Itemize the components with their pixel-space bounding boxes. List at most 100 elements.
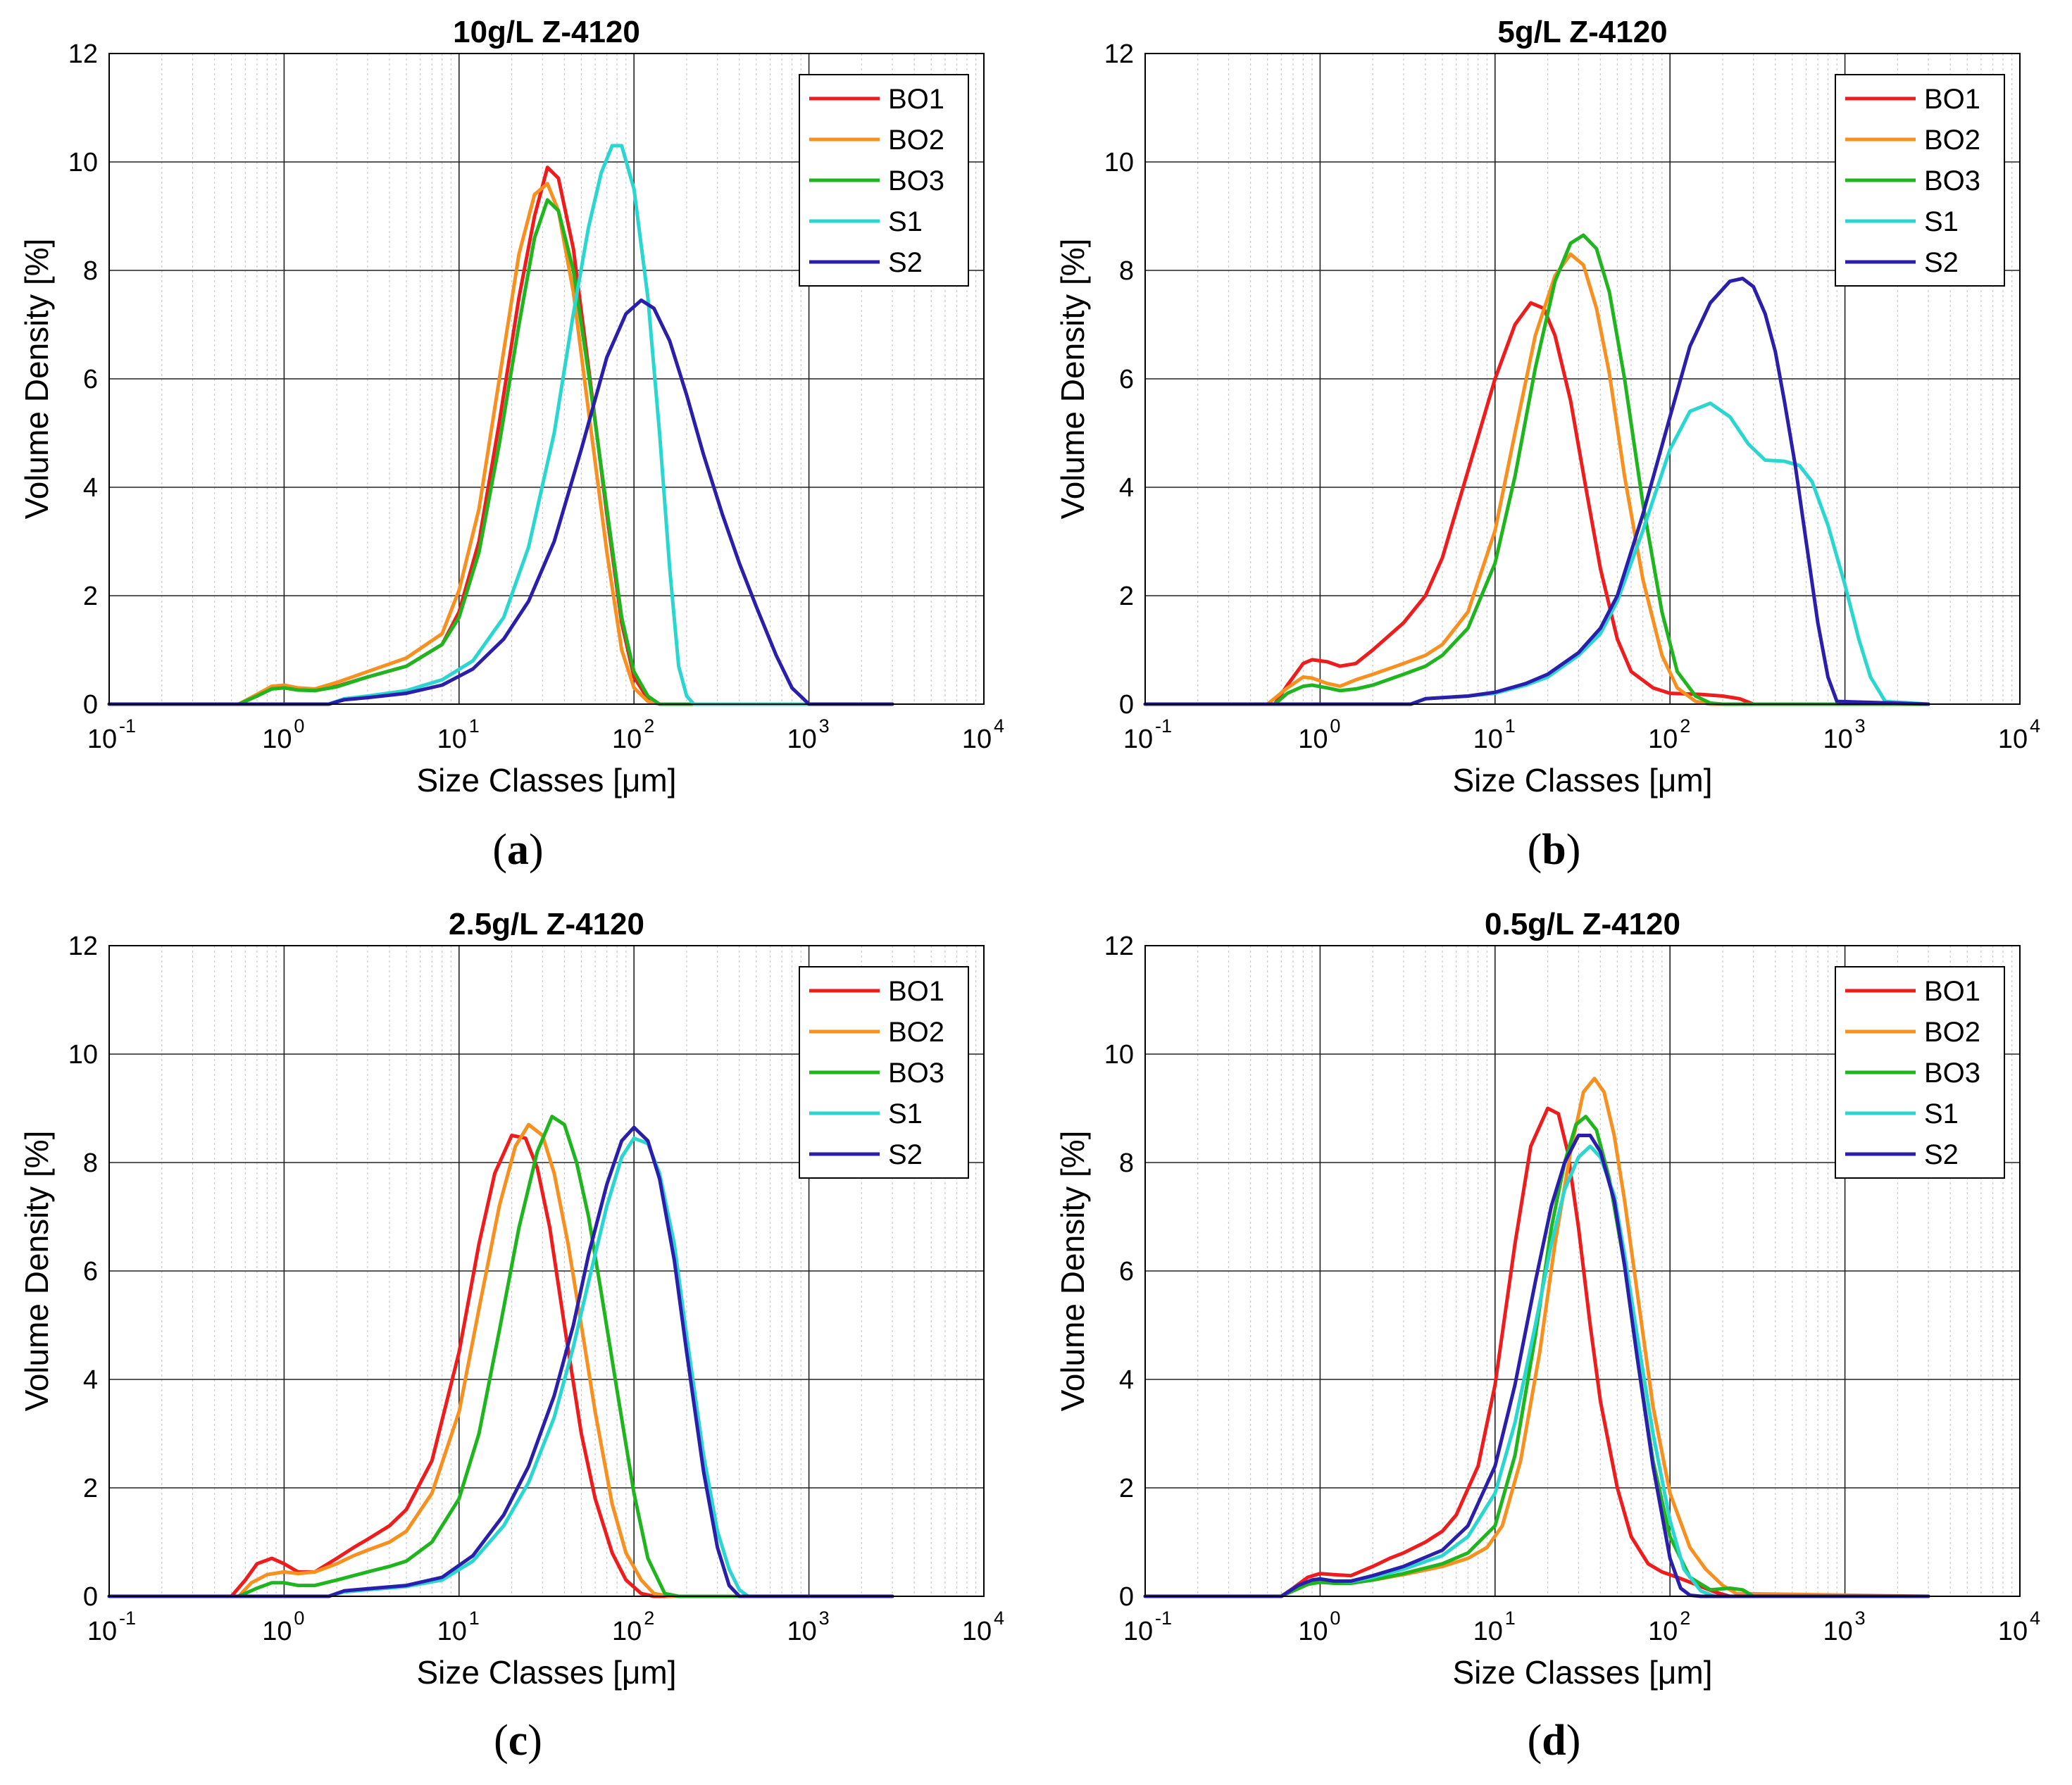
x-axis-label: Size Classes [μm] [416, 762, 676, 798]
chart-title: 2.5g/L Z-4120 [449, 907, 644, 941]
series-line-s2 [1143, 277, 1930, 706]
x-tick-label: 10 [1998, 725, 2028, 754]
legend-label-bo2: BO2 [888, 1017, 944, 1048]
x-tick-label: 10 [1298, 1617, 1328, 1646]
x-tick-exponent: -1 [1155, 1608, 1172, 1629]
y-tick-label: 12 [1104, 39, 1134, 69]
x-tick-exponent: 1 [469, 1608, 480, 1629]
x-axis-label: Size Classes [μm] [416, 1654, 676, 1691]
legend-label-bo3: BO3 [1924, 1058, 1980, 1089]
y-tick-label: 4 [1119, 1365, 1134, 1395]
panel-letter: d [1542, 1717, 1566, 1765]
x-tick-label: 10 [1473, 1617, 1503, 1646]
x-axis-label: Size Classes [μm] [1452, 762, 1712, 798]
y-tick-label: 2 [1119, 1474, 1134, 1503]
x-tick-label: 10 [262, 1617, 292, 1646]
y-tick-label: 8 [1119, 1148, 1134, 1178]
x-tick-exponent: 2 [644, 715, 654, 737]
series-line-bo2 [107, 182, 894, 706]
legend-label-bo3: BO3 [888, 165, 944, 196]
panel-b: 0 2 4 6 8 10 12 10 -1 10 0 10 1 10 2 10 3 10 4 5g/L Z-4120 S… [1036, 0, 2072, 892]
x-tick-label: 10 [437, 1617, 467, 1646]
x-tick-exponent: 1 [1505, 1608, 1516, 1629]
x-tick-exponent: 4 [2030, 715, 2040, 737]
x-tick-label: 10 [87, 725, 117, 754]
legend-label-bo2: BO2 [888, 125, 944, 156]
legend-label-bo1: BO1 [1924, 976, 1980, 1007]
legend-label-s1: S1 [888, 1098, 923, 1129]
series-line-bo1 [1143, 1106, 1930, 1598]
x-tick-exponent: 2 [1680, 1608, 1690, 1629]
x-tick-label: 10 [1473, 725, 1503, 754]
y-tick-label: 4 [83, 1365, 98, 1395]
x-tick-exponent: 3 [819, 1608, 830, 1629]
y-tick-label: 2 [83, 1474, 98, 1503]
panel-caption: (d) [1527, 1717, 1581, 1765]
panel-c: 0 2 4 6 8 10 12 10 -1 10 0 10 1 10 2 10 3 10 4 2.5g/L Z-412… [0, 892, 1036, 1784]
x-tick-label: 10 [87, 1617, 117, 1646]
x-tick-label: 10 [612, 1617, 642, 1646]
y-tick-label: 10 [1104, 1040, 1134, 1070]
y-axis-label: Volume Density [%] [18, 239, 55, 520]
x-tick-exponent: 1 [469, 715, 480, 737]
y-tick-label: 0 [1119, 690, 1134, 720]
y-tick-label: 8 [83, 256, 98, 286]
y-tick-label: 12 [68, 39, 98, 69]
y-tick-label: 8 [1119, 256, 1134, 286]
panel-d: 0 2 4 6 8 10 12 10 -1 10 0 10 1 10 2 10 3 10 4 0.5g/L Z-412… [1036, 892, 2072, 1784]
legend-label-bo3: BO3 [888, 1058, 944, 1089]
x-tick-exponent: 0 [1330, 1608, 1340, 1629]
x-axis-label: Size Classes [μm] [1452, 1654, 1712, 1691]
x-tick-label: 10 [1648, 725, 1678, 754]
chart-title: 10g/L Z-4120 [453, 15, 640, 49]
x-tick-exponent: 0 [1330, 715, 1340, 737]
legend-label-bo2: BO2 [1924, 125, 1980, 156]
y-tick-label: 0 [83, 1582, 98, 1612]
y-tick-label: 0 [1119, 1582, 1134, 1612]
y-tick-label: 8 [83, 1148, 98, 1178]
legend-label-bo1: BO1 [888, 976, 944, 1007]
panel-letter: a [507, 826, 529, 874]
axes-frame [1144, 53, 2021, 705]
x-tick-label: 10 [1123, 1617, 1153, 1646]
axes-frame [108, 53, 985, 705]
x-tick-exponent: 2 [644, 1608, 654, 1629]
x-tick-exponent: 1 [1505, 715, 1516, 737]
x-tick-exponent: 4 [994, 1608, 1004, 1629]
y-axis-label: Volume Density [%] [1054, 1131, 1091, 1412]
x-tick-exponent: 0 [294, 1608, 304, 1629]
legend-label-bo1: BO1 [888, 84, 944, 115]
legend-label-bo1: BO1 [1924, 84, 1980, 115]
x-tick-label: 10 [612, 725, 642, 754]
x-tick-label: 10 [1823, 725, 1852, 754]
series-line-s2 [107, 1125, 894, 1598]
y-tick-label: 10 [1104, 148, 1134, 177]
axes-frame [108, 945, 985, 1597]
legend-label-s1: S1 [1924, 206, 1959, 237]
x-tick-label: 10 [1123, 725, 1153, 754]
y-tick-label: 12 [68, 932, 98, 961]
y-tick-label: 4 [1119, 473, 1134, 503]
x-tick-exponent: 2 [1680, 715, 1690, 737]
x-tick-exponent: 4 [994, 715, 1004, 737]
panel-caption: (b) [1527, 826, 1581, 874]
x-tick-exponent: -1 [119, 715, 136, 737]
legend-label-bo3: BO3 [1924, 165, 1980, 196]
y-tick-label: 2 [83, 582, 98, 611]
x-tick-label: 10 [787, 725, 816, 754]
series-line-s2 [1143, 1134, 1930, 1598]
y-tick-label: 4 [83, 473, 98, 503]
x-tick-label: 10 [1823, 1617, 1852, 1646]
axes-frame [1144, 945, 2021, 1597]
x-tick-exponent: 3 [819, 715, 830, 737]
y-axis-label: Volume Density [%] [18, 1131, 55, 1412]
x-tick-exponent: 3 [1855, 715, 1866, 737]
series-line-bo3 [1143, 233, 1930, 706]
y-tick-label: 6 [83, 1257, 98, 1286]
chart-title: 0.5g/L Z-4120 [1485, 907, 1680, 941]
legend-label-bo2: BO2 [1924, 1017, 1980, 1048]
legend-label-s2: S2 [888, 247, 923, 278]
x-tick-exponent: -1 [1155, 715, 1172, 737]
legend-label-s1: S1 [1924, 1098, 1959, 1129]
